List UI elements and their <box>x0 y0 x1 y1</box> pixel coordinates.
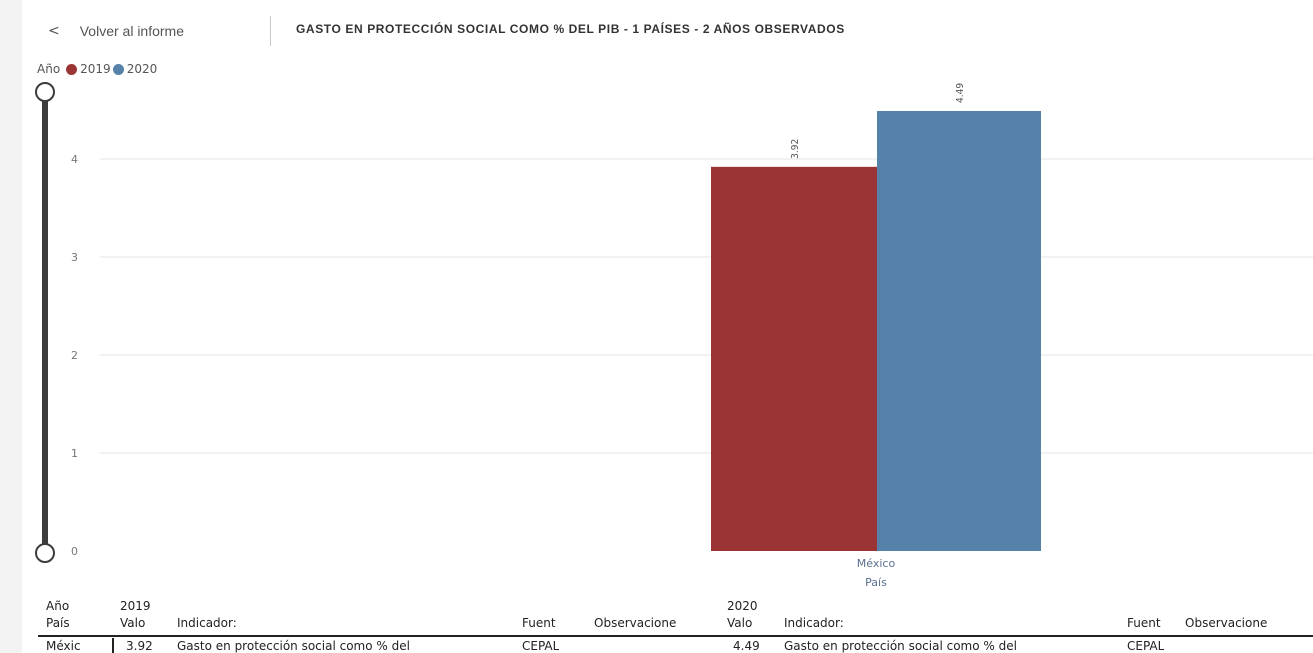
table-cell-indicador-2019: Gasto en protección social como % del <box>177 639 410 653</box>
bar-2019-mexico[interactable] <box>711 166 877 551</box>
data-label-2020: 4.49 <box>955 83 966 103</box>
data-label-2019: 3.92 <box>790 139 801 159</box>
x-axis-title: País <box>865 576 887 589</box>
table-cell-fuente-2020: CEPAL <box>1127 639 1165 653</box>
y-tick-label-0: 0 <box>71 545 78 558</box>
table-header-indicador-2020[interactable]: Indicador: <box>784 616 844 630</box>
table-header-divider <box>38 635 1313 637</box>
legend-item-2020[interactable]: 2020 <box>112 62 158 76</box>
table-row-separator <box>112 638 114 653</box>
header-divider <box>270 16 271 46</box>
legend-marker-2019 <box>66 63 78 75</box>
y-tick-label-4: 4 <box>71 153 78 166</box>
table-header-valor-2020[interactable]: Valo <box>727 616 753 630</box>
year-slider-top-handle[interactable] <box>35 82 55 102</box>
chevron-left-icon: < <box>48 23 60 39</box>
table-cell-pais: Méxic <box>46 639 81 653</box>
bar-2020-mexico[interactable] <box>877 110 1041 551</box>
table-header-valor-2019[interactable]: Valo <box>120 616 146 630</box>
table-header-fuente-2019[interactable]: Fuent <box>522 616 556 630</box>
legend-label-2020: 2020 <box>126 62 158 76</box>
chart-legend: Año 2019 2020 <box>37 62 159 76</box>
table-cell-fuente-2019: CEPAL <box>522 639 560 653</box>
table-cell-valor-2020: 4.49 <box>733 639 760 653</box>
table-header-year: Año <box>46 599 70 613</box>
back-to-report-label: Volver al informe <box>79 23 185 39</box>
back-to-report-button[interactable]: < Volver al informe <box>48 18 184 44</box>
legend-item-2019[interactable]: 2019 <box>66 62 111 76</box>
table-header-pais[interactable]: País <box>46 616 70 630</box>
legend-label-2019: 2019 <box>80 62 111 76</box>
table-header-2019: 2019 <box>120 599 151 613</box>
x-tick-label-mexico: México <box>857 557 896 570</box>
y-tick-label-2: 2 <box>71 349 78 362</box>
data-table: Año 2019 2020 País Valo Indicador: Fuent… <box>0 592 1313 653</box>
legend-title: Año <box>37 62 61 76</box>
year-slider-bottom-handle[interactable] <box>35 543 55 563</box>
year-range-slider-track[interactable] <box>42 88 48 553</box>
table-header-fuente-2020[interactable]: Fuent <box>1127 616 1161 630</box>
legend-marker-2020 <box>112 63 124 75</box>
y-tick-label-3: 3 <box>71 251 78 264</box>
page-title: GASTO EN PROTECCIÓN SOCIAL COMO % DEL PI… <box>296 22 845 36</box>
table-header-indicador-2019[interactable]: Indicador: <box>177 616 237 630</box>
table-cell-indicador-2020: Gasto en protección social como % del <box>784 639 1017 653</box>
bar-chart: 0 1 2 3 4 3.92 4.49 México País <box>71 83 1313 589</box>
table-header-observaciones-2019[interactable]: Observacione <box>594 616 677 630</box>
table-header-observaciones-2020[interactable]: Observacione <box>1185 616 1268 630</box>
left-panel-strip <box>0 0 22 653</box>
table-header-2020: 2020 <box>727 599 758 613</box>
table-cell-valor-2019: 3.92 <box>126 639 153 653</box>
y-tick-label-1: 1 <box>71 447 78 460</box>
